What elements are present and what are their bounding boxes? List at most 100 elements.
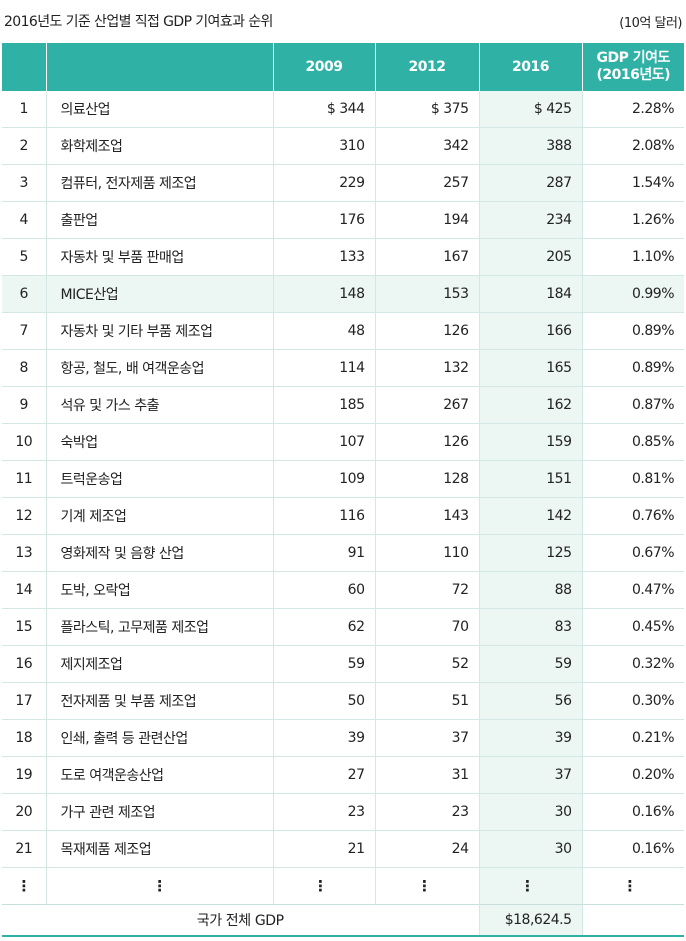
value-2012-cell: 51 xyxy=(374,682,479,720)
value-2012-cell: 167 xyxy=(374,238,479,276)
value-2016-cell: 30 xyxy=(478,830,582,868)
ellipsis-cell: ⋮ xyxy=(272,867,375,905)
table-row: 4 출판업 176 194 234 1.26% xyxy=(2,201,684,239)
value-2016-cell: 287 xyxy=(478,164,582,202)
ellipsis-cell: ⋮ xyxy=(581,867,684,905)
value-2012-cell: $ 375 xyxy=(374,91,479,128)
rank-cell: 5 xyxy=(2,238,46,276)
ellipsis-mark: ⋮ xyxy=(313,876,328,895)
gdp-contribution-cell: 1.10% xyxy=(581,238,684,276)
value-2012-cell: 128 xyxy=(374,460,479,498)
rank-cell: 12 xyxy=(2,497,46,535)
value-2012-cell: 52 xyxy=(374,645,479,683)
industry-cell: 도박, 오락업 xyxy=(45,571,273,609)
value-2012-cell: 126 xyxy=(374,312,479,350)
table-row: 21 목재제품 제조업 21 24 30 0.16% xyxy=(2,830,684,868)
table-row: 12 기계 제조업 116 143 142 0.76% xyxy=(2,497,684,535)
table-row: 8 항공, 철도, 배 여객운송업 114 132 165 0.89% xyxy=(2,349,684,387)
gdp-contribution-cell: 2.08% xyxy=(581,127,684,165)
table-row: 20 가구 관련 제조업 23 23 30 0.16% xyxy=(2,793,684,831)
value-2012-cell: 37 xyxy=(374,719,479,757)
rank-cell: 19 xyxy=(2,756,46,794)
value-2009-cell: 48 xyxy=(272,312,375,350)
table-row: 18 인쇄, 출력 등 관련산업 39 37 39 0.21% xyxy=(2,719,684,757)
value-2012-cell: 153 xyxy=(374,275,479,313)
ellipsis-mark: ⋮ xyxy=(622,876,638,895)
value-2016-cell: 56 xyxy=(478,682,582,720)
value-2009-cell: 39 xyxy=(272,719,375,757)
value-2009-cell: 59 xyxy=(272,645,375,683)
rank-cell: 3 xyxy=(2,164,46,202)
rank-cell: 13 xyxy=(2,534,46,572)
value-2016-cell: 234 xyxy=(478,201,582,239)
table-row: 17 전자제품 및 부품 제조업 50 51 56 0.30% xyxy=(2,682,684,720)
industry-cell: 출판업 xyxy=(45,201,273,239)
header-2016: 2016 xyxy=(478,43,582,91)
table-row: 10 숙박업 107 126 159 0.85% xyxy=(2,423,684,461)
industry-cell: 제지제조업 xyxy=(45,645,273,683)
value-2009-cell: 116 xyxy=(272,497,375,535)
value-2016-cell: 159 xyxy=(478,423,582,461)
value-2016-cell: 205 xyxy=(478,238,582,276)
value-2009-cell: 114 xyxy=(272,349,375,387)
gdp-contribution-cell: 0.89% xyxy=(581,349,684,387)
total-2016-value: $18,624.5 xyxy=(478,904,582,936)
table-row: 6 MICE산업 148 153 184 0.99% xyxy=(2,275,684,313)
rank-cell: 4 xyxy=(2,201,46,239)
header-gdp-contribution: GDP 기여도 (2016년도) xyxy=(581,43,684,91)
value-2016-cell: 388 xyxy=(478,127,582,165)
value-2009-cell: 133 xyxy=(272,238,375,276)
ellipsis-mark: ⋮ xyxy=(417,876,432,895)
table-row: 19 도로 여객운송산업 27 31 37 0.20% xyxy=(2,756,684,794)
gdp-contribution-cell: 1.54% xyxy=(581,164,684,202)
rank-cell: 11 xyxy=(2,460,46,498)
table-caption: 2016년도 기준 산업별 직접 GDP 기여효과 순위 xyxy=(4,14,273,30)
ellipsis-mark: ⋮ xyxy=(520,876,535,895)
value-2012-cell: 342 xyxy=(374,127,479,165)
rank-cell: 8 xyxy=(2,349,46,387)
industry-cell: 화학제조업 xyxy=(45,127,273,165)
ellipsis-mark: ⋮ xyxy=(16,876,32,895)
value-2016-cell: 125 xyxy=(478,534,582,572)
value-2012-cell: 110 xyxy=(374,534,479,572)
value-2016-cell: 83 xyxy=(478,608,582,646)
value-2009-cell: 185 xyxy=(272,386,375,424)
value-2009-cell: $ 344 xyxy=(272,91,375,128)
rank-cell: 20 xyxy=(2,793,46,831)
value-2009-cell: 107 xyxy=(272,423,375,461)
value-2012-cell: 132 xyxy=(374,349,479,387)
rank-cell: 18 xyxy=(2,719,46,757)
industry-cell: 영화제작 및 음향 산업 xyxy=(45,534,273,572)
table-row: 16 제지제조업 59 52 59 0.32% xyxy=(2,645,684,683)
value-2009-cell: 62 xyxy=(272,608,375,646)
gdp-contribution-cell: 0.32% xyxy=(581,645,684,683)
value-2012-cell: 194 xyxy=(374,201,479,239)
table-row: 7 자동차 및 기타 부품 제조업 48 126 166 0.89% xyxy=(2,312,684,350)
value-2009-cell: 50 xyxy=(272,682,375,720)
value-2009-cell: 23 xyxy=(272,793,375,831)
caption-row: 2016년도 기준 산업별 직접 GDP 기여효과 순위 (10억 달러) xyxy=(4,8,682,34)
rank-cell: 21 xyxy=(2,830,46,868)
header-contribution-line2: (2016년도) xyxy=(596,67,671,83)
value-2009-cell: 148 xyxy=(272,275,375,313)
rank-cell: 16 xyxy=(2,645,46,683)
total-row: 국가 전체 GDP $18,624.5 xyxy=(2,904,684,936)
gdp-contribution-cell: 0.21% xyxy=(581,719,684,757)
value-2012-cell: 31 xyxy=(374,756,479,794)
industry-cell: 목재제품 제조업 xyxy=(45,830,273,868)
industry-cell: 숙박업 xyxy=(45,423,273,461)
value-2016-cell: 37 xyxy=(478,756,582,794)
gdp-contribution-cell: 0.20% xyxy=(581,756,684,794)
table-row: 2 화학제조업 310 342 388 2.08% xyxy=(2,127,684,165)
industry-cell: 석유 및 가스 추출 xyxy=(45,386,273,424)
total-empty-cell xyxy=(581,904,684,936)
rank-cell: 15 xyxy=(2,608,46,646)
ellipsis-cell: ⋮ xyxy=(45,867,273,905)
gdp-contribution-cell: 1.26% xyxy=(581,201,684,239)
value-2016-cell: 88 xyxy=(478,571,582,609)
value-2009-cell: 310 xyxy=(272,127,375,165)
value-2016-cell: 142 xyxy=(478,497,582,535)
industry-cell: 항공, 철도, 배 여객운송업 xyxy=(45,349,273,387)
table-row: 9 석유 및 가스 추출 185 267 162 0.87% xyxy=(2,386,684,424)
value-2009-cell: 21 xyxy=(272,830,375,868)
